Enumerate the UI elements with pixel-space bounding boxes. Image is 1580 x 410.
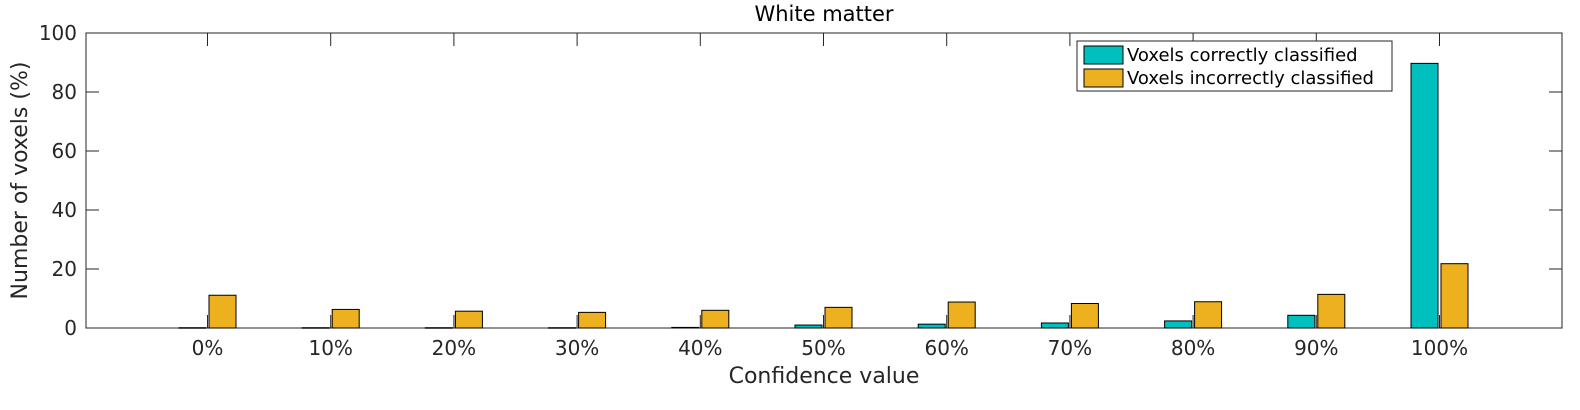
bar-correct-10	[1410, 62, 1439, 329]
bar-incorrect-1	[331, 308, 360, 329]
x-axis-title: Confidence value	[729, 364, 920, 389]
chart-title: White matter	[754, 2, 893, 26]
x-tick-label: 70%	[1048, 336, 1092, 360]
y-tick-label: 60	[52, 139, 77, 163]
bar-incorrect-3	[578, 311, 607, 329]
y-tick-label: 80	[52, 80, 77, 104]
x-tick-label: 30%	[555, 336, 599, 360]
legend-box	[1076, 40, 1393, 92]
bar-correct-9	[1287, 314, 1316, 329]
bar-incorrect-10	[1440, 263, 1469, 329]
bar-incorrect-0	[208, 294, 237, 329]
y-tick-label: 100	[39, 21, 77, 45]
x-tick-label: 40%	[678, 336, 722, 360]
y-tick-label: 20	[52, 257, 77, 281]
x-tick-label: 80%	[1171, 336, 1215, 360]
y-tick-label: 0	[64, 316, 77, 340]
x-tick-label: 50%	[801, 336, 845, 360]
bar-correct-1	[301, 327, 330, 329]
y-axis-title: Number of voxels (%)	[8, 62, 33, 300]
bar-correct-5	[794, 324, 823, 329]
legend-swatch-incorrect	[1083, 68, 1124, 88]
bar-correct-8	[1164, 320, 1193, 329]
x-tick-label: 60%	[924, 336, 968, 360]
bar-correct-2	[424, 327, 453, 329]
x-tick-label: 20%	[432, 336, 476, 360]
bar-incorrect-4	[701, 309, 730, 329]
bar-correct-6	[917, 323, 946, 329]
bars-layer	[178, 62, 1469, 329]
bar-incorrect-6	[947, 301, 976, 329]
x-tick-label: 100%	[1411, 336, 1468, 360]
legend-swatch-correct	[1083, 45, 1124, 65]
ticks-layer: 0% 10% 20% 30% 40% 50% 60% 70% 80% 90% 100% 0 20 40 60…	[39, 21, 1562, 360]
bar-correct-4	[671, 326, 700, 329]
bar-correct-0	[178, 327, 207, 329]
bar-correct-7	[1040, 322, 1069, 329]
legend: Voxels correctly classified Voxels incor…	[1076, 40, 1393, 92]
bar-correct-3	[548, 327, 577, 329]
legend-label-correct: Voxels correctly classified	[1127, 45, 1358, 66]
x-tick-label: 10%	[308, 336, 352, 360]
x-tick-label: 0%	[192, 336, 224, 360]
bar-incorrect-9	[1317, 293, 1346, 329]
legend-label-incorrect: Voxels incorrectly classified	[1127, 68, 1374, 89]
y-tick-label: 40	[52, 198, 77, 222]
bar-incorrect-5	[824, 306, 853, 329]
x-tick-label: 90%	[1294, 336, 1338, 360]
bar-incorrect-8	[1194, 301, 1223, 329]
bar-incorrect-2	[454, 310, 483, 329]
bar-incorrect-7	[1070, 303, 1099, 329]
